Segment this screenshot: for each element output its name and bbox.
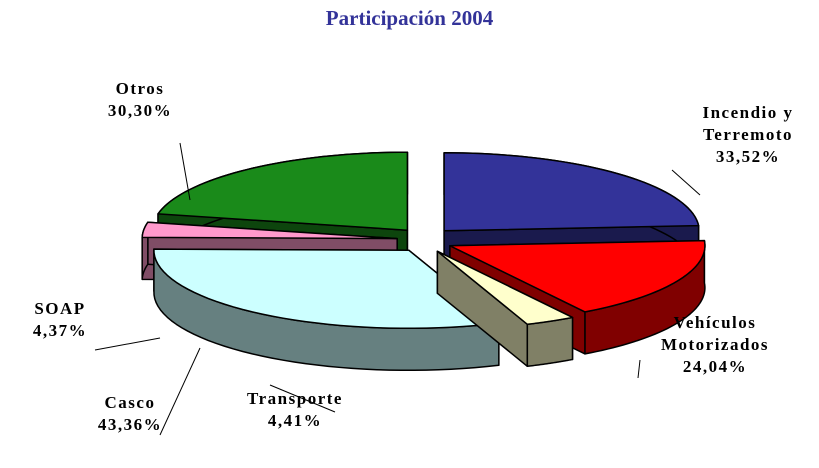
value-label: 4,41% (267, 411, 323, 430)
slice-top (141, 221, 398, 240)
slice-top (157, 151, 409, 231)
leader-line (269, 384, 336, 413)
slice-label: Vehículos Motorizados 24,04% (640, 312, 790, 378)
slice-label: Incendio y Terremoto 33,52% (673, 102, 819, 168)
category-label: Casco (104, 393, 156, 412)
slice-side (526, 316, 574, 368)
value-label: 30,30% (107, 101, 173, 120)
leader-line (637, 359, 641, 379)
category-label: Vehículos Motorizados (660, 313, 770, 354)
chart-title: Participación 2004 (325, 6, 494, 30)
value-label: 24,04% (682, 357, 748, 376)
value-label: 33,52% (715, 147, 781, 166)
slice (436, 250, 574, 368)
value-label: 43,36% (97, 415, 163, 434)
value-label: 4,37% (32, 321, 88, 340)
slice-top (153, 248, 500, 330)
category-label: Transporte (247, 389, 343, 408)
leader-line (179, 142, 191, 201)
category-label: Incendio y Terremoto (702, 103, 794, 144)
slice-label: SOAP 4,37% (0, 298, 135, 342)
slice-top (443, 152, 700, 232)
slice-label: Casco 43,36% (55, 392, 205, 436)
slice (153, 248, 500, 372)
slice-top (449, 239, 706, 313)
category-label: SOAP (34, 299, 86, 318)
slice-top (436, 250, 574, 326)
leader-line (159, 347, 201, 436)
leader-line (671, 169, 701, 196)
category-label: Otros (115, 79, 165, 98)
leader-line (94, 337, 161, 351)
slice-label: Otros 30,30% (65, 78, 215, 122)
slice-label: Transporte 4,41% (220, 388, 370, 432)
